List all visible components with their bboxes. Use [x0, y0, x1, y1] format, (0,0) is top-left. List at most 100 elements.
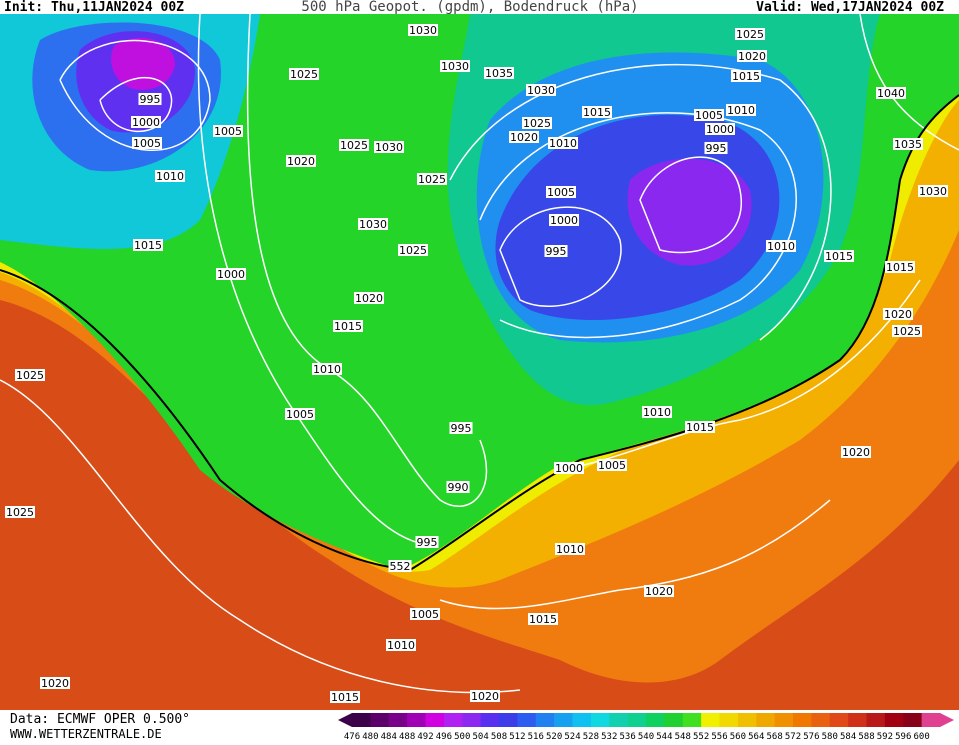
isobar-label-box [546, 186, 576, 198]
scale-label: 564 [748, 732, 764, 741]
isobar-label: 1010 [727, 104, 755, 117]
isobar-label-box [841, 446, 871, 458]
scale-label: 536 [619, 732, 635, 741]
isobar-label-box [704, 142, 728, 154]
scale-cell [517, 713, 537, 727]
scale-cell [646, 713, 665, 727]
isobar-label-box [766, 240, 796, 252]
isobar-label-box [685, 421, 715, 433]
isobar-label-box [417, 173, 447, 185]
scale-cell [572, 713, 592, 727]
scale-label: 532 [601, 732, 617, 741]
scale-cell [884, 713, 904, 727]
isobar-label: 1030 [359, 218, 387, 231]
isobar-label-box [526, 84, 556, 96]
isobar [0, 379, 521, 694]
isobar-label-box [286, 155, 316, 167]
isobar-label: 1035 [894, 138, 922, 151]
scale-cell [554, 713, 573, 727]
isobar-label-box [285, 408, 315, 420]
isobar-label: 1015 [334, 320, 362, 333]
isobar-label-box [5, 506, 35, 518]
scale-cell [535, 713, 555, 727]
scale-label: 528 [583, 732, 599, 741]
isobar-label-box [642, 406, 672, 418]
isobar-label-box [333, 320, 363, 332]
isobar-label: 1010 [643, 406, 671, 419]
isobar-label-box [131, 116, 161, 128]
isobar-label: 1000 [550, 214, 578, 227]
isobar-label-box [408, 24, 438, 36]
isobar-label: 1020 [884, 308, 912, 321]
isobar-label: 1005 [547, 186, 575, 199]
isobar-label: 1005 [286, 408, 314, 421]
isobar-label: 1005 [411, 608, 439, 621]
scale-cell [921, 713, 941, 727]
isobar-label-box [892, 325, 922, 337]
isobar-label: 1020 [41, 677, 69, 690]
scale-label: 560 [730, 732, 746, 741]
scale-label: 496 [436, 732, 452, 741]
isobar-label-box [470, 690, 500, 702]
scale-label: 580 [822, 732, 838, 741]
isobar-labels: 1030 1025 1030 1035 995 1000 1005 1005 1025 1030 1… [5, 24, 948, 704]
isobar-label: 1010 [387, 639, 415, 652]
isobar-label-box [555, 543, 585, 555]
isobar-label: 1015 [134, 239, 162, 252]
scale-label: 480 [362, 732, 378, 741]
isobar-label: 1025 [893, 325, 921, 338]
isobar-label-box [138, 93, 162, 105]
isobar-label: 1030 [919, 185, 947, 198]
isobar [639, 156, 743, 254]
isobar-label-box [388, 560, 412, 572]
isobar-label-box [554, 462, 584, 474]
isobar-label-box [386, 639, 416, 651]
isobar-label-box [133, 239, 163, 251]
isobar-label: 552 [390, 560, 411, 573]
isobar-label-box [15, 369, 45, 381]
scale-cell [701, 713, 720, 727]
scale-cell [443, 713, 463, 727]
isobar-label: 1025 [523, 117, 551, 130]
scale-cell [480, 713, 500, 727]
isobar-label: 995 [140, 93, 161, 106]
isobar-label-box [694, 109, 724, 121]
scale-label: 540 [638, 732, 654, 741]
isobar-label-box [885, 261, 915, 273]
field-magenta-core [111, 37, 175, 90]
scale-cell [793, 713, 812, 727]
isobar-label-box [705, 123, 735, 135]
isobar-label-box [731, 70, 761, 82]
isobar-label-box [216, 268, 246, 280]
isobar-label: 1000 [132, 116, 160, 129]
isobar-label: 1010 [313, 363, 341, 376]
isobar-label-box [354, 292, 384, 304]
isobar-label-box [132, 137, 162, 149]
scale-cell [829, 713, 849, 727]
isobar-label: 1035 [485, 67, 513, 80]
isobar-label-box [484, 67, 514, 79]
isobar-label: 1015 [583, 106, 611, 119]
website: WWW.WETTERZENTRALE.DE [10, 727, 162, 741]
isobar-label-box [883, 308, 913, 320]
isobar-label: 1020 [355, 292, 383, 305]
scale-label: 576 [803, 732, 819, 741]
isobar-label: 1030 [441, 60, 469, 73]
scale-cell [719, 713, 739, 727]
isobar [99, 76, 173, 132]
isobar [449, 64, 832, 341]
isobar-label: 995 [706, 142, 727, 155]
scale-cell [682, 713, 702, 727]
isobar-label-box [893, 138, 923, 150]
scale-arrow-left [338, 713, 352, 727]
isobar-label: 1010 [549, 137, 577, 150]
isobar-label-box [330, 691, 360, 703]
isobar-label-box [876, 87, 906, 99]
valid-time: Valid: Wed,17JAN2024 00Z [756, 0, 944, 15]
isobar [439, 499, 831, 610]
isobar-label-box [398, 244, 428, 256]
isobar-label: 1010 [556, 543, 584, 556]
isobar-label: 1020 [645, 585, 673, 598]
isobar-label: 1015 [886, 261, 914, 274]
